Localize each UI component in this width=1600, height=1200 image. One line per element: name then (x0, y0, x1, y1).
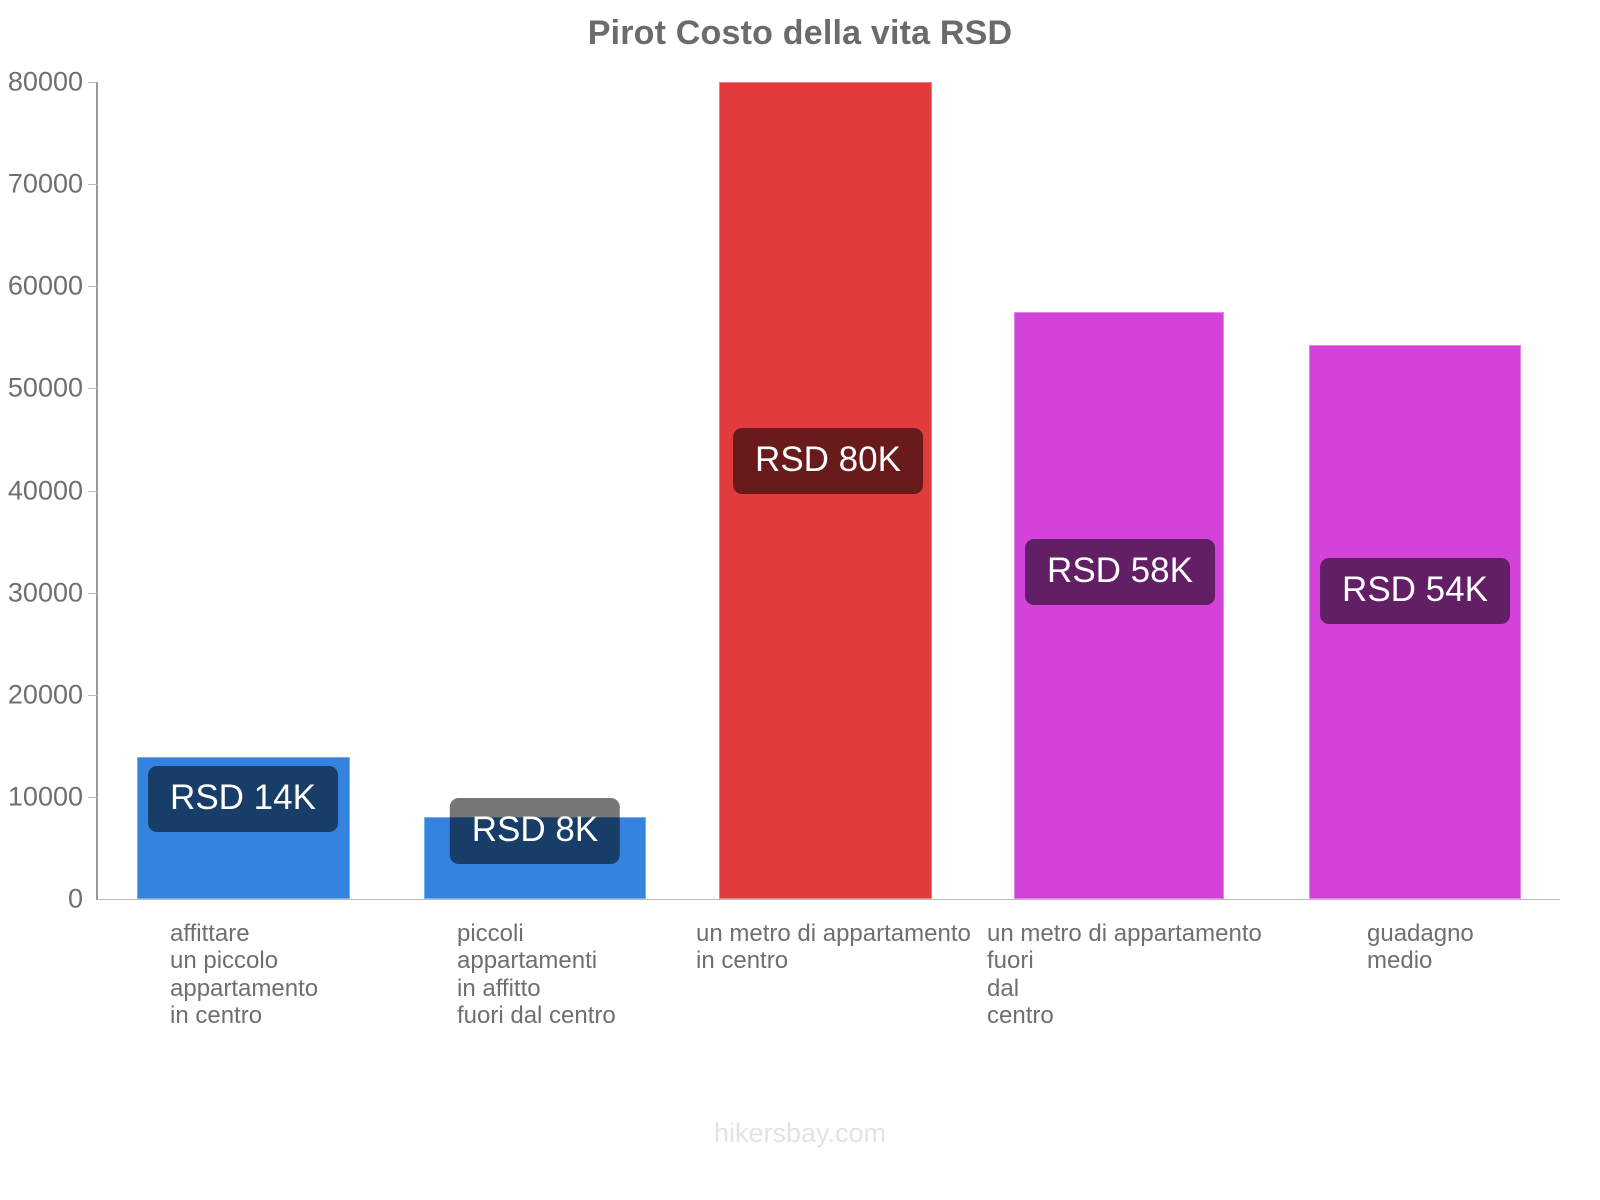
y-axis-tick-mark (88, 184, 97, 186)
y-axis-tick-label: 10000 (7, 781, 83, 812)
y-axis-tick-mark (88, 82, 97, 83)
y-axis-tick-label: 40000 (7, 475, 83, 505)
y-axis-tick-mark (88, 592, 97, 594)
y-axis-tick-label: 0 (67, 883, 83, 914)
x-axis-label-5: guadagno medio (1367, 920, 1474, 975)
bar-4[interactable] (1014, 311, 1224, 900)
y-axis-tick-label: 80000 (7, 66, 83, 97)
y-axis-tick-mark (88, 796, 97, 798)
bar-value-label-1: RSD 14K (148, 766, 338, 832)
y-axis-tick-mark (88, 286, 97, 288)
y-axis-tick-mark (88, 490, 97, 492)
x-axis-label-3: un metro di appartamento in centro (696, 920, 971, 975)
bar-value-label-2: RSD 8K (449, 798, 621, 864)
x-axis-line (97, 899, 1560, 900)
y-axis-tick-label: 30000 (7, 577, 83, 608)
y-axis-tick-mark (88, 694, 97, 696)
y-axis-tick-mark (88, 388, 97, 390)
x-axis-label-2: piccoli appartamenti in affitto fuori da… (457, 920, 616, 1030)
bar-value-label-3: RSD 80K (733, 428, 923, 494)
bar-value-label-4: RSD 58K (1025, 539, 1215, 605)
y-axis-line (96, 82, 98, 900)
y-axis-tick-label: 60000 (7, 270, 83, 301)
x-axis-label-4: un metro di appartamento fuori dal centr… (987, 920, 1262, 1030)
x-axis-label-1: affittare un piccolo appartamento in cen… (170, 920, 319, 1030)
y-axis-tick-label: 50000 (7, 372, 83, 403)
page-title: Pirot Costo della vita RSD (587, 14, 1013, 52)
bar-value-label-5: RSD 54K (1320, 558, 1510, 624)
y-axis-tick-label: 20000 (7, 679, 83, 710)
y-axis-tick-label: 70000 (7, 168, 83, 199)
watermark: hikersbay.com (713, 1118, 887, 1148)
